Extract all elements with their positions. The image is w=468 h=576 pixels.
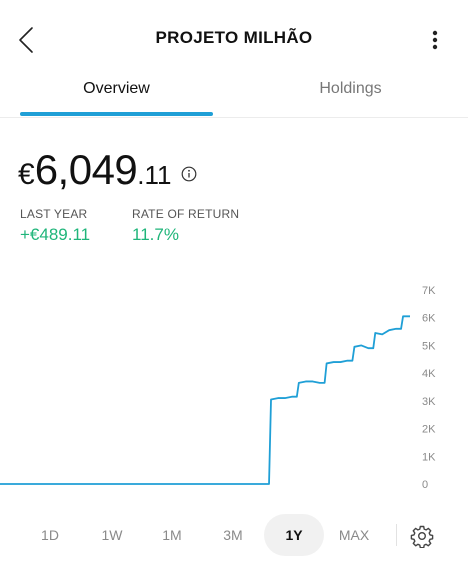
- range-1d[interactable]: 1D: [41, 527, 59, 543]
- balance-series-line: [0, 315, 410, 485]
- top-bar: PROJETO MILHÃO: [0, 0, 468, 80]
- page-title: PROJETO MILHÃO: [155, 28, 313, 47]
- portfolio-balance: €6,049.11: [18, 146, 197, 196]
- balance-cents: .11: [137, 160, 172, 190]
- time-range-selector: 1D 1W 1M 3M 1Y MAX: [0, 514, 468, 558]
- rate-of-return-label: RATE OF RETURN: [132, 207, 240, 221]
- tab-bar: Overview Holdings: [0, 74, 468, 118]
- y-tick-label: 0: [422, 479, 428, 491]
- y-tick-label: 3K: [422, 396, 436, 408]
- range-divider: [396, 524, 397, 546]
- gear-icon[interactable]: [410, 524, 434, 548]
- y-tick-label: 4K: [422, 368, 436, 380]
- tab-overview[interactable]: Overview: [83, 80, 150, 97]
- chevron-left-icon[interactable]: [14, 24, 44, 56]
- tab-holdings[interactable]: Holdings: [319, 80, 382, 97]
- y-tick-label: 5K: [422, 340, 436, 352]
- active-tab-indicator: [20, 112, 213, 116]
- rate-of-return-value: 11.7%: [132, 225, 179, 244]
- range-1m[interactable]: 1M: [162, 527, 182, 543]
- range-3m[interactable]: 3M: [223, 527, 243, 543]
- range-1y[interactable]: 1Y: [264, 514, 324, 556]
- more-vertical-icon[interactable]: [420, 26, 450, 56]
- last-year-value: +€489.11: [20, 225, 91, 244]
- balance-currency: €: [18, 158, 35, 191]
- last-year-label: LAST YEAR: [20, 207, 88, 221]
- balance-line-chart[interactable]: 0 1K 2K 3K 4K 5K 6K 7K: [0, 276, 468, 498]
- range-1w[interactable]: 1W: [101, 527, 123, 543]
- y-tick-label: 6K: [422, 313, 436, 325]
- y-tick-label: 7K: [422, 285, 436, 297]
- y-tick-label: 2K: [422, 424, 436, 436]
- range-max[interactable]: MAX: [338, 527, 370, 543]
- info-icon[interactable]: [181, 166, 197, 182]
- balance-integer: 6,049: [34, 146, 138, 193]
- y-tick-label: 1K: [422, 451, 436, 463]
